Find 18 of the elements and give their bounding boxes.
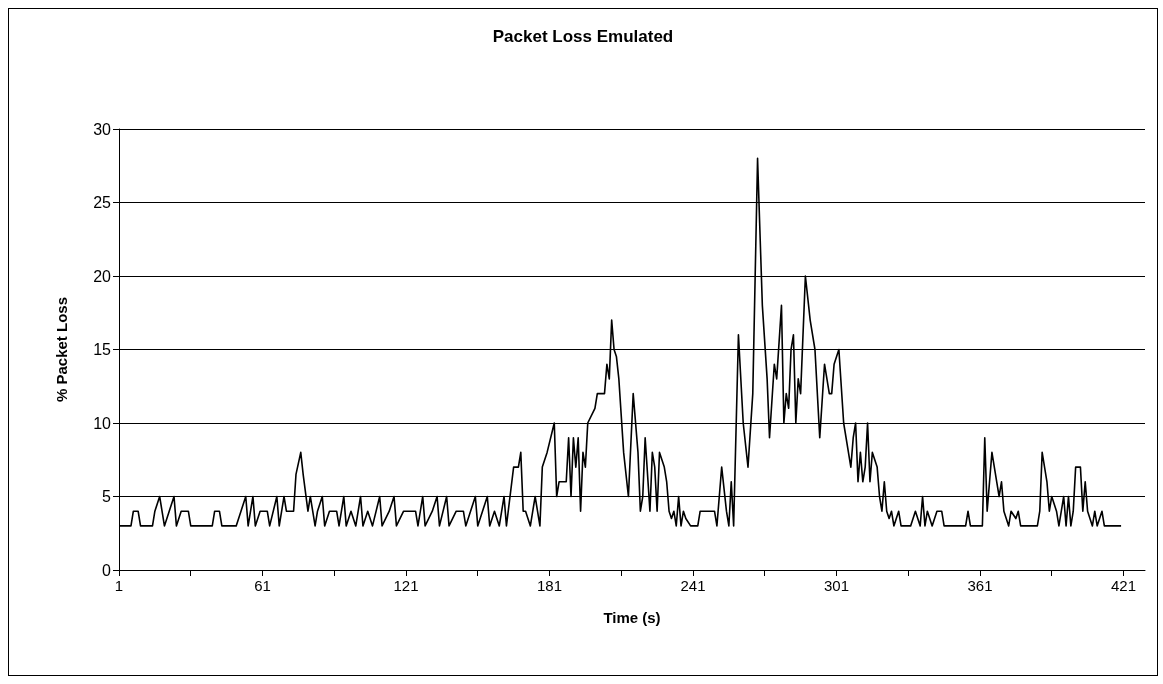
y-tick-label: 30 [93,120,112,138]
y-axis-title: % Packet Loss [53,296,70,403]
y-tick-label: 5 [102,488,112,505]
x-tick-label: 361 [967,577,993,594]
x-tick-label: 421 [1110,577,1136,594]
y-tick-label: 0 [102,561,112,579]
x-tick-label: 181 [536,577,563,594]
y-tick-label: 15 [93,341,112,358]
y-tick-label: 20 [93,267,112,285]
x-tick-label: 241 [680,577,706,594]
x-axis-title: Time (s) [603,609,661,626]
x-tick-label: 61 [254,577,271,594]
y-tick-label: 25 [93,194,112,211]
x-tick-label: 1 [114,577,124,594]
x-tick-label: 121 [393,577,419,594]
y-tick-label: 10 [93,414,112,432]
x-tick-label: 301 [823,577,849,594]
chart-title: Packet Loss Emulated [492,27,674,46]
